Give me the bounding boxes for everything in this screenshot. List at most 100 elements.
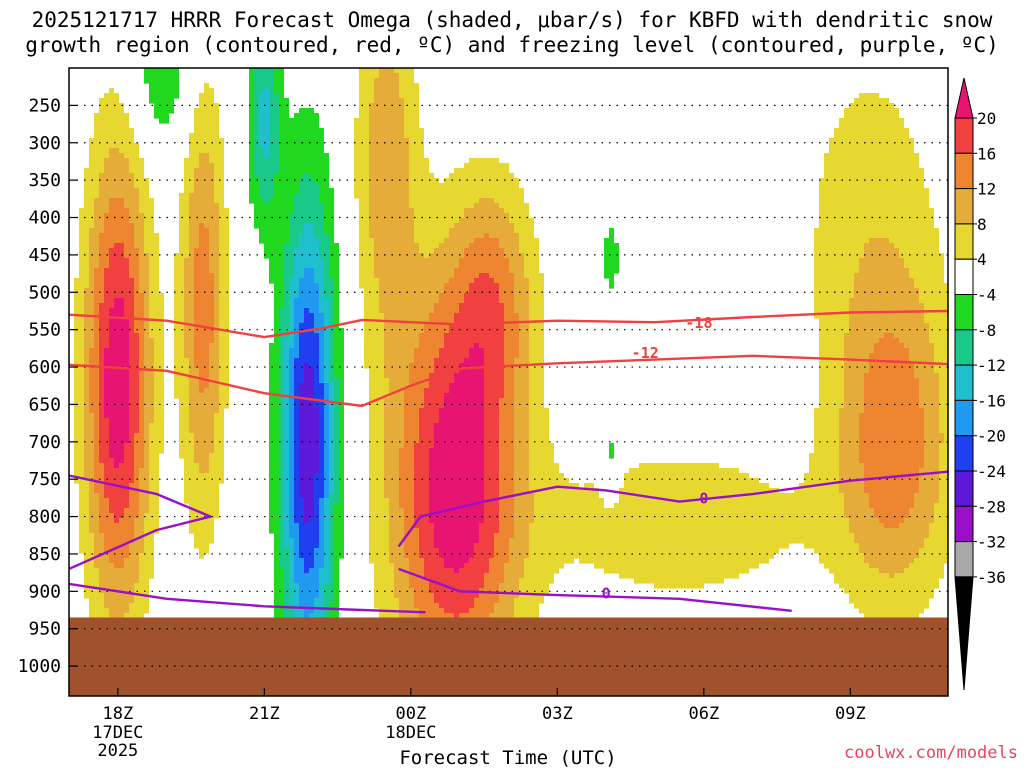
omega-cell	[89, 248, 99, 254]
omega-cell	[529, 478, 569, 484]
omega-cell	[149, 293, 164, 299]
omega-cell	[294, 443, 299, 449]
omega-cell	[924, 303, 948, 309]
omega-cell	[334, 368, 344, 374]
omega-cell	[329, 433, 334, 439]
omega-cell	[874, 348, 909, 354]
omega-cell	[849, 593, 934, 599]
omega-cell	[139, 188, 149, 194]
omega-cell	[329, 418, 334, 424]
omega-cell	[179, 453, 194, 459]
omega-cell	[149, 498, 159, 504]
omega-cell	[314, 603, 324, 609]
omega-cell	[369, 208, 414, 214]
omega-cell	[839, 458, 859, 464]
omega-cell	[844, 338, 879, 344]
omega-cell	[294, 363, 304, 369]
omega-cell	[214, 273, 219, 279]
omega-cell	[414, 508, 429, 514]
omega-cell	[844, 108, 899, 114]
omega-cell	[194, 363, 209, 369]
omega-cell	[439, 348, 469, 354]
omega-cell	[249, 178, 259, 184]
omega-cell	[444, 608, 469, 614]
omega-cell	[104, 538, 134, 544]
omega-cell	[444, 343, 474, 349]
omega-cell	[369, 193, 409, 199]
omega-cell	[84, 188, 99, 194]
omega-cell	[849, 523, 884, 529]
omega-cell	[99, 578, 139, 584]
omega-cell	[854, 273, 909, 279]
omega-cell	[124, 203, 139, 209]
omega-cell	[269, 353, 279, 359]
omega-cell	[269, 273, 284, 279]
omega-cell	[419, 543, 434, 549]
omega-cell	[334, 538, 344, 544]
omega-cell	[154, 373, 164, 379]
omega-cell	[359, 218, 369, 224]
omega-cell	[334, 353, 344, 359]
omega-cell	[324, 483, 329, 489]
omega-cell	[339, 453, 344, 459]
omega-cell	[299, 238, 319, 244]
omega-cell	[514, 293, 529, 299]
omega-cell	[384, 343, 419, 349]
omega-cell	[869, 563, 909, 569]
omega-cell	[124, 513, 139, 519]
omega-cell	[514, 493, 534, 499]
omega-cell	[414, 598, 434, 604]
omega-cell	[279, 358, 284, 364]
omega-cell	[369, 103, 404, 109]
omega-cell	[84, 178, 99, 184]
omega-cell	[174, 378, 189, 384]
omega-cell	[319, 283, 324, 289]
omega-cell	[269, 418, 279, 424]
omega-cell	[364, 338, 384, 344]
omega-cell	[814, 288, 854, 294]
omega-cell	[844, 343, 874, 349]
omega-cell	[534, 498, 604, 504]
omega-cell	[194, 298, 214, 304]
omega-cell	[129, 388, 139, 394]
omega-cell	[334, 518, 344, 524]
omega-cell	[359, 93, 374, 99]
omega-cell	[314, 373, 319, 379]
omega-cell	[209, 233, 219, 239]
omega-cell	[369, 123, 404, 129]
omega-cell	[104, 378, 129, 384]
omega-cell	[354, 178, 369, 184]
omega-cell	[84, 303, 94, 309]
omega-cell	[189, 383, 199, 389]
omega-cell	[514, 523, 529, 529]
omega-cell	[814, 428, 839, 434]
omega-cell	[274, 88, 284, 94]
omega-cell	[329, 378, 339, 384]
omega-cell	[199, 373, 209, 379]
omega-cell	[289, 513, 294, 519]
omega-cell	[859, 93, 879, 99]
omega-cell	[424, 568, 454, 574]
omega-cell	[389, 523, 404, 529]
omega-cell	[129, 428, 139, 434]
omega-cell	[194, 263, 209, 269]
omega-cell	[514, 503, 534, 509]
omega-cell	[274, 553, 279, 559]
omega-cell	[299, 243, 319, 249]
omega-cell	[99, 348, 104, 354]
omega-cell	[414, 488, 429, 494]
omega-cell	[274, 188, 299, 194]
omega-cell	[414, 498, 429, 504]
omega-cell	[304, 313, 314, 319]
omega-cell	[429, 253, 464, 259]
omega-cell	[314, 268, 324, 274]
omega-cell	[354, 128, 369, 134]
omega-cell	[84, 353, 89, 359]
omega-cell	[174, 328, 184, 334]
omega-cell	[274, 173, 304, 179]
omega-cell	[274, 613, 284, 619]
omega-cell	[89, 393, 99, 399]
omega-cell	[129, 438, 134, 444]
omega-cell	[249, 78, 254, 84]
omega-cell	[404, 413, 419, 419]
